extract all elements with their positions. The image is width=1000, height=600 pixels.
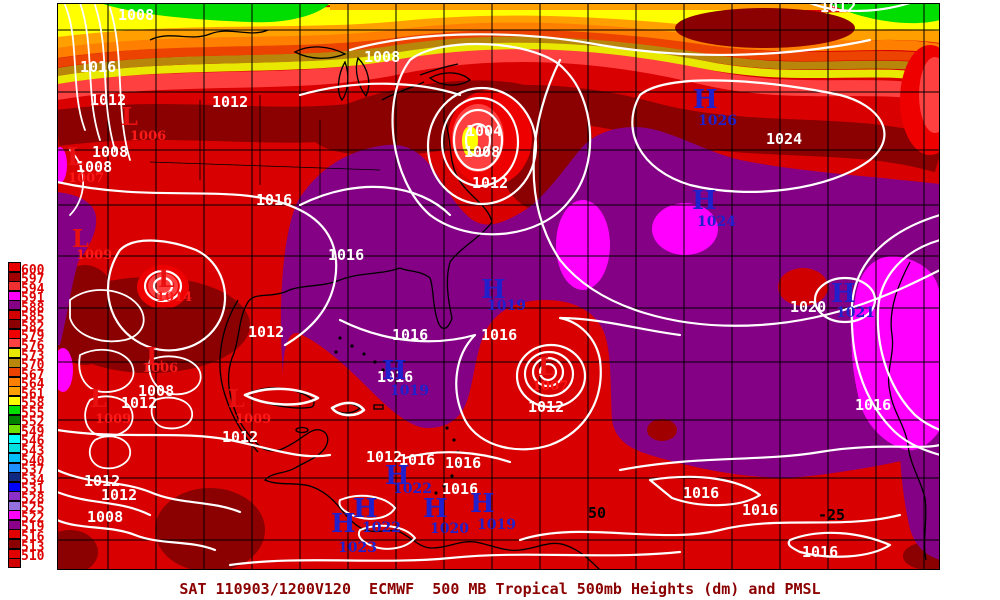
legend-swatch <box>8 347 21 358</box>
legend-swatch <box>8 262 21 272</box>
legend-value: 555 <box>21 405 45 421</box>
legend-value: 525 <box>21 501 45 517</box>
legend-swatch <box>8 548 21 559</box>
legend-value: 597 <box>21 272 45 288</box>
legend-value: 570 <box>21 358 45 374</box>
legend-swatch <box>8 405 21 416</box>
legend-swatch <box>8 491 21 502</box>
legend-value: 546 <box>21 434 45 450</box>
legend-value: 522 <box>21 510 45 526</box>
legend-swatch <box>8 386 21 397</box>
legend-value: 573 <box>21 348 45 364</box>
purple-fills <box>57 127 940 560</box>
legend-swatch <box>8 481 21 492</box>
legend-value: 567 <box>21 367 45 383</box>
map-frame <box>57 3 940 570</box>
legend-swatch <box>8 281 21 292</box>
legend-value: 510 <box>21 549 45 565</box>
legend-value: 588 <box>21 300 45 316</box>
legend-swatch <box>8 414 21 425</box>
legend-swatch <box>8 328 21 339</box>
legend-value: 534 <box>21 472 45 488</box>
legend-swatch <box>8 424 21 435</box>
legend-swatch <box>8 558 21 569</box>
legend-value: 594 <box>21 281 45 297</box>
legend-swatch <box>8 500 21 511</box>
legend-value: 519 <box>21 520 45 536</box>
legend-swatch <box>8 357 21 368</box>
legend-value: 549 <box>21 424 45 440</box>
legend-value: 600 <box>21 262 45 278</box>
magenta-fills <box>57 147 940 451</box>
legend-swatch <box>8 367 21 378</box>
legend-value: 528 <box>21 491 45 507</box>
legend-swatch <box>8 395 21 406</box>
legend-swatch <box>8 338 21 349</box>
legend-swatch <box>8 290 21 301</box>
legend-swatch <box>8 510 21 521</box>
legend-swatch <box>8 519 21 530</box>
weather-map-canvas <box>57 3 940 570</box>
legend-value: 558 <box>21 396 45 412</box>
legend-value: 579 <box>21 329 45 345</box>
legend-swatch <box>8 529 21 540</box>
legend-swatch <box>8 443 21 454</box>
legend-swatch <box>8 538 21 549</box>
legend-value: 516 <box>21 529 45 545</box>
coastlines <box>149 29 927 570</box>
color-scale: 600 597 594 591 588 585 582 579 576 573 570 567 564 5… <box>8 262 56 572</box>
legend-value: 513 <box>21 539 45 555</box>
chart-caption: SAT 110903/1200V120 ECMWF 500 MB Tropica… <box>179 580 821 598</box>
legend-swatch <box>8 453 21 463</box>
legend-swatch <box>8 462 21 473</box>
legend-swatch <box>8 472 21 483</box>
legend-value: 576 <box>21 338 45 354</box>
legend-value: 564 <box>21 377 45 393</box>
legend-value: 585 <box>21 310 45 326</box>
legend-value: 531 <box>21 482 45 498</box>
legend-value: 561 <box>21 386 45 402</box>
legend-swatch <box>8 300 21 311</box>
legend-swatch <box>8 433 21 444</box>
legend-value: 540 <box>21 453 45 469</box>
legend-value: 582 <box>21 319 45 335</box>
legend-value: 552 <box>21 415 45 431</box>
legend-swatch <box>8 376 21 387</box>
legend-swatch <box>8 271 21 282</box>
legend-value: 591 <box>21 291 45 307</box>
legend-value: 543 <box>21 444 45 459</box>
legend-swatch <box>8 319 21 330</box>
isobar-contours <box>57 3 940 567</box>
legend-value: 537 <box>21 463 45 479</box>
legend-swatch <box>8 309 21 320</box>
